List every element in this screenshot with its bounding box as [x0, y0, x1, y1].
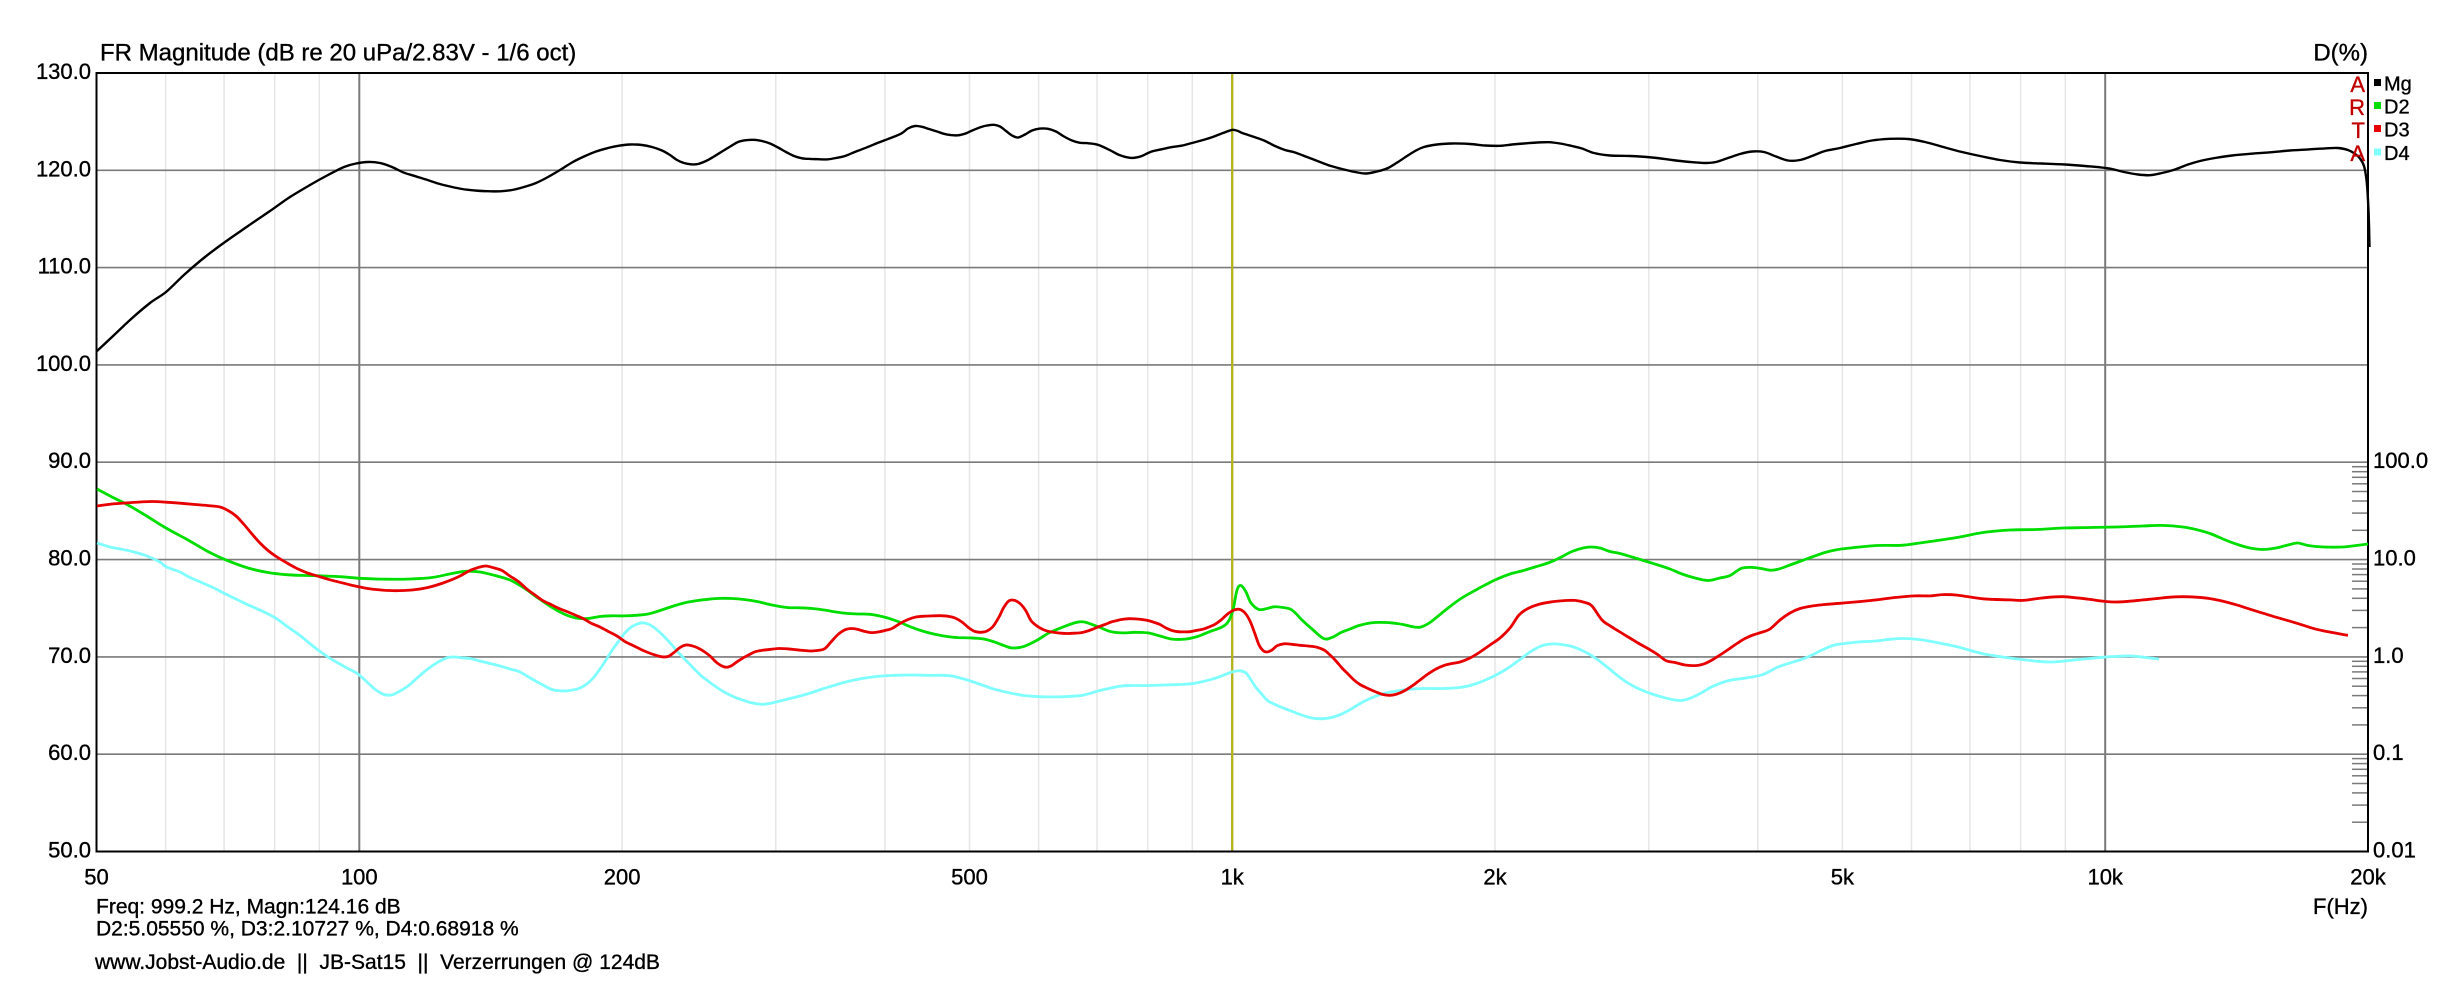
- svg-text:70.0: 70.0: [48, 643, 91, 668]
- svg-text:Freq: 999.2 Hz, Magn:124.16 dB: Freq: 999.2 Hz, Magn:124.16 dB: [96, 896, 401, 919]
- svg-text:1k: 1k: [1221, 865, 1245, 890]
- svg-text:www.Jobst-Audio.de || JB-Sat: www.Jobst-Audio.de || JB-Sat15 || Verzer…: [94, 951, 660, 974]
- svg-text:200: 200: [604, 865, 641, 890]
- svg-text:80.0: 80.0: [48, 546, 91, 571]
- svg-text:FR Magnitude (dB re 20 uPa/2.8: FR Magnitude (dB re 20 uPa/2.83V - 1/6 o…: [100, 40, 576, 67]
- svg-text:Mg: Mg: [2384, 74, 2412, 96]
- svg-text:10k: 10k: [2087, 865, 2123, 890]
- svg-text:R: R: [2349, 95, 2365, 120]
- svg-text:500: 500: [951, 865, 988, 890]
- svg-text:T: T: [2352, 118, 2365, 143]
- svg-text:A: A: [2350, 141, 2365, 166]
- svg-text:60.0: 60.0: [48, 740, 91, 765]
- svg-text:D2:5.05550 %, D3:2.10727 %, D4: D2:5.05550 %, D3:2.10727 %, D4:0.68918 %: [96, 918, 519, 941]
- svg-text:0.1: 0.1: [2373, 740, 2404, 765]
- svg-text:110.0: 110.0: [38, 254, 91, 279]
- svg-text:0.01: 0.01: [2373, 838, 2416, 863]
- svg-text:2k: 2k: [1483, 865, 1507, 890]
- svg-text:D(%): D(%): [2313, 40, 2368, 67]
- svg-text:50.0: 50.0: [48, 838, 91, 863]
- svg-text:D4: D4: [2384, 143, 2410, 165]
- svg-text:A: A: [2350, 72, 2365, 97]
- svg-text:F(Hz): F(Hz): [2313, 894, 2368, 919]
- svg-text:10.0: 10.0: [2373, 546, 2416, 571]
- svg-text:50: 50: [84, 865, 108, 890]
- svg-text:D2: D2: [2384, 97, 2410, 119]
- svg-text:1.0: 1.0: [2373, 643, 2404, 668]
- svg-text:100.0: 100.0: [2373, 448, 2428, 473]
- svg-text:5k: 5k: [1831, 865, 1855, 890]
- svg-text:120.0: 120.0: [36, 156, 91, 181]
- svg-text:D3: D3: [2384, 120, 2410, 142]
- svg-text:100: 100: [341, 865, 378, 890]
- svg-text:100.0: 100.0: [36, 351, 91, 376]
- svg-text:90.0: 90.0: [48, 448, 91, 473]
- svg-text:130.0: 130.0: [36, 59, 91, 84]
- svg-text:20k: 20k: [2350, 865, 2386, 890]
